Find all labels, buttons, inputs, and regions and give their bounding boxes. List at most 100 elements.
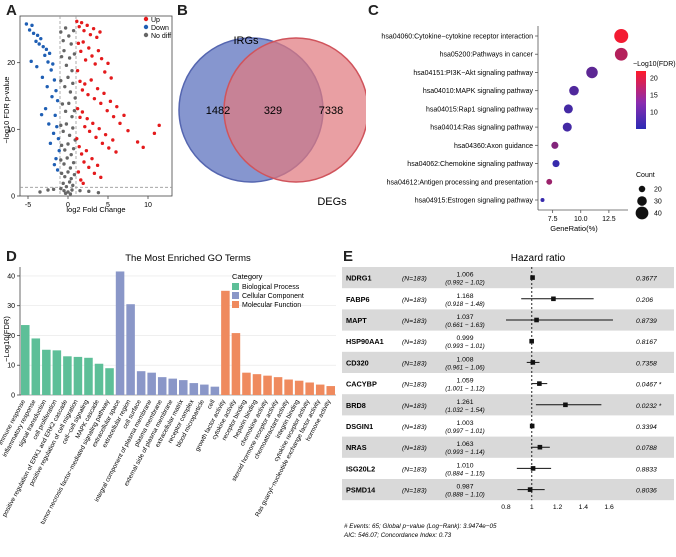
go-y-label: −Log10(FDR) bbox=[2, 316, 11, 362]
volcano-point-nodiff bbox=[60, 102, 65, 106]
volcano-point-up bbox=[75, 68, 80, 73]
kegg-pathway-label: hsa04060:Cytokine−cytokine receptor inte… bbox=[381, 34, 533, 41]
kegg-size-legend-dot bbox=[637, 196, 647, 206]
volcano-point-up bbox=[79, 49, 83, 54]
legend-down-dot bbox=[143, 24, 149, 30]
forest-ci-value: (0.997 − 1.01) bbox=[445, 428, 484, 435]
forest-ci-value: (0.918 − 1.48) bbox=[445, 301, 484, 308]
volcano-point-up bbox=[81, 40, 85, 44]
go-bar bbox=[221, 290, 230, 395]
volcano-legend: Up Down No diff bbox=[143, 16, 171, 40]
go-bar bbox=[126, 304, 135, 395]
volcano-point-up bbox=[85, 116, 89, 121]
forest-row-band bbox=[342, 479, 674, 501]
volcano-point-down bbox=[40, 75, 45, 80]
volcano-point-up bbox=[126, 128, 130, 133]
volcano-point-nodiff bbox=[59, 30, 63, 34]
go-bar bbox=[263, 375, 272, 395]
go-bar bbox=[52, 350, 62, 395]
volcano-point-nodiff bbox=[87, 189, 91, 194]
volcano-point-up bbox=[100, 141, 105, 146]
forest-x-tick-label: 0.8 bbox=[501, 504, 511, 511]
forest-gene-label: DSGIN1 bbox=[346, 422, 373, 431]
forest-row-band bbox=[342, 394, 674, 416]
volcano-point-up bbox=[85, 23, 89, 28]
volcano-point-nodiff bbox=[64, 63, 69, 68]
volcano-point-nodiff bbox=[59, 143, 64, 148]
forest-gene-label: FABP6 bbox=[346, 295, 370, 304]
volcano-point-up bbox=[91, 121, 95, 126]
volcano-point-up bbox=[105, 108, 109, 113]
go-bar bbox=[284, 379, 293, 395]
kegg-x-tick-label: 10.0 bbox=[574, 216, 588, 223]
volcano-point-up bbox=[95, 86, 100, 91]
venn-overlap: 329 bbox=[264, 105, 282, 117]
legend-cc-swatch bbox=[232, 292, 239, 299]
go-bar bbox=[231, 333, 241, 395]
volcano-point-up bbox=[109, 76, 113, 80]
go-bar bbox=[84, 357, 93, 395]
volcano-point-nodiff bbox=[67, 133, 72, 138]
forest-gene-label: NDRG1 bbox=[346, 274, 372, 283]
volcano-y-tick-label: 20 bbox=[7, 60, 15, 67]
forest-title: Hazard ratio bbox=[511, 253, 566, 264]
legend-down-label: Down bbox=[151, 25, 169, 32]
go-bar bbox=[294, 380, 304, 395]
volcano-plot: -5 0 5 10 0 10 20 Up Down No diff log2 Fold Ch… bbox=[2, 15, 173, 214]
legend-nodiff-dot bbox=[143, 32, 149, 38]
volcano-point-down bbox=[39, 36, 43, 41]
volcano-point-up bbox=[108, 99, 113, 104]
volcano-x-tick-label: -5 bbox=[25, 202, 31, 209]
kegg-color-bar bbox=[636, 71, 646, 129]
volcano-point-down bbox=[52, 78, 57, 82]
volcano-point-up bbox=[98, 30, 102, 34]
go-bar bbox=[136, 371, 146, 395]
forest-x-tick-label: 1.6 bbox=[604, 504, 614, 511]
forest-footer-1: # Events: 65; Global p−value (Log−Rank):… bbox=[344, 523, 497, 530]
volcano-point-nodiff bbox=[62, 162, 66, 166]
volcano-point-down bbox=[54, 156, 58, 161]
forest-gene-label: NRAS bbox=[346, 443, 367, 452]
go-bar bbox=[63, 356, 72, 395]
forest-hr-value: 0.999 bbox=[456, 335, 473, 342]
volcano-point-nodiff bbox=[64, 184, 69, 189]
volcano-point-up bbox=[80, 88, 85, 92]
kegg-size-legend-label: 40 bbox=[654, 211, 662, 218]
go-legend: Category Biological Process Cellular Com… bbox=[232, 272, 304, 309]
volcano-point-nodiff bbox=[71, 28, 76, 33]
volcano-point-down bbox=[51, 131, 56, 136]
volcano-point-down bbox=[55, 168, 60, 172]
volcano-point-up bbox=[92, 96, 97, 101]
go-bar bbox=[305, 382, 314, 395]
volcano-point-nodiff bbox=[71, 160, 76, 165]
volcano-point-nodiff bbox=[66, 75, 70, 80]
forest-row-band bbox=[342, 436, 674, 458]
panel-b-letter: B bbox=[177, 2, 188, 19]
legend-cc-label: Cellular Component bbox=[242, 293, 304, 300]
volcano-point-up bbox=[79, 152, 84, 156]
kegg-size-legend-label: 20 bbox=[654, 187, 662, 194]
volcano-point-nodiff bbox=[66, 170, 70, 174]
volcano-point-up bbox=[86, 92, 90, 97]
volcano-point-up bbox=[107, 146, 111, 150]
volcano-point-nodiff bbox=[61, 129, 65, 134]
volcano-point-down bbox=[49, 68, 53, 72]
volcano-point-up bbox=[78, 115, 82, 120]
volcano-point-nodiff bbox=[67, 56, 72, 60]
go-bar-chart: The Most Enriched GO Terms −Log10(FDR) 0… bbox=[0, 253, 336, 526]
kegg-pathway-label: hsa04062:Chemokine signaling pathway bbox=[407, 161, 533, 168]
volcano-point-nodiff bbox=[46, 188, 50, 192]
volcano-x-label: log2 Fold Change bbox=[66, 205, 125, 214]
forest-n-label: (N=183) bbox=[402, 382, 427, 389]
forest-estimate-square bbox=[529, 423, 535, 429]
volcano-point-down bbox=[43, 53, 47, 58]
forest-hr-value: 1.037 bbox=[456, 314, 473, 321]
forest-estimate-square bbox=[537, 381, 542, 386]
volcano-point-nodiff bbox=[63, 148, 67, 152]
volcano-y-label: −log10 FDR p-value bbox=[2, 77, 11, 144]
volcano-point-nodiff bbox=[59, 158, 63, 162]
volcano-point-up bbox=[97, 126, 101, 131]
volcano-point-nodiff bbox=[63, 191, 68, 196]
kegg-pathway-label: hsa04151:PI3K−Akt signaling pathway bbox=[413, 70, 533, 77]
volcano-point-up bbox=[79, 20, 84, 25]
